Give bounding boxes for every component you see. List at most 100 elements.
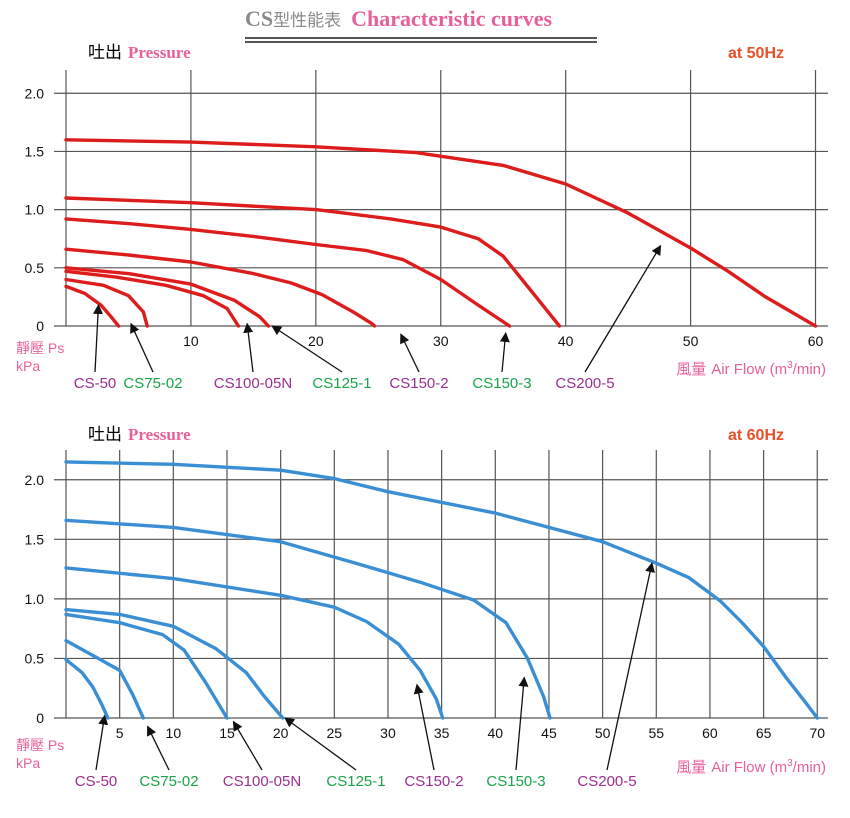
x-tick-label: 60 <box>808 333 824 349</box>
y-axis-title-en: Pressure <box>128 425 191 444</box>
title-english: Characteristic curves <box>351 6 553 31</box>
x-axis-title-en: Air Flow (m <box>711 759 787 776</box>
x-tick-label: 15 <box>219 725 235 741</box>
series-line-CS75-02 <box>64 638 145 720</box>
series-line-CS100-05N <box>64 269 241 328</box>
y-axis-title-cjk: 吐出 <box>88 43 122 63</box>
series-label: CS100-05N <box>223 773 301 790</box>
y-tick-label: 0 <box>36 318 44 334</box>
y-axis-title: 吐出 Pressure <box>88 43 191 63</box>
series-label: CS200-5 <box>555 375 614 392</box>
x-tick-label: 30 <box>380 725 396 741</box>
chart-60hz: 吐出 Pressure at 60Hz 0 0.5 1.0 1.5 2.0 5 10 15 20 25 3… <box>16 425 828 790</box>
y-axis-unit-label: kPa <box>16 755 40 771</box>
series-pointer-arrow <box>400 333 420 373</box>
series-label: CS200-5 <box>577 773 636 790</box>
x-tick-label: 45 <box>541 725 557 741</box>
y-axis-bottom-label: 靜壓 Ps <box>16 340 64 356</box>
series-pointer-arrow <box>271 325 343 373</box>
series-label: CS150-2 <box>389 375 448 392</box>
series-pointer-arrow <box>232 720 263 771</box>
x-tick-label: 70 <box>809 725 825 741</box>
x-tick-label: 40 <box>558 333 574 349</box>
x-tick-label: 50 <box>683 333 699 349</box>
y-tick-label: 0.5 <box>25 650 45 666</box>
chart-50hz: 吐出 Pressure at 50Hz 0 0.5 1.0 1.5 2.0 10 20 30 40 50… <box>16 43 828 392</box>
x-axis-title: 風量 Air Flow (m3/min) <box>676 360 826 378</box>
series-line-CS125-1 <box>64 266 271 328</box>
y-tick-label: 1.5 <box>25 143 45 159</box>
series-pointer-arrow <box>93 304 104 373</box>
series-label: CS-50 <box>75 773 118 790</box>
series-label: CS75-02 <box>123 375 182 392</box>
series-line-CS150-2 <box>64 566 445 720</box>
x-axis-title-cjk: 風量 <box>676 758 706 776</box>
series-label: CS125-1 <box>312 375 371 392</box>
series-pointer-arrow <box>284 717 357 771</box>
y-axis-title-en: Pressure <box>128 43 191 62</box>
x-axis-title-superscript: 3 <box>787 758 793 769</box>
x-tick-label: 30 <box>433 333 449 349</box>
x-tick-label: 25 <box>327 725 343 741</box>
series-pointer-arrow <box>515 676 529 771</box>
series-line-CS100-05N <box>64 612 229 720</box>
series-pointer-arrow <box>413 683 435 771</box>
y-axis-title-cjk: 吐出 <box>88 425 122 445</box>
series-pointer-arrow <box>499 331 510 373</box>
series-label: CS-50 <box>74 375 117 392</box>
y-tick-label: 0.5 <box>25 260 45 276</box>
x-axis-title: 風量 Air Flow (m3/min) <box>676 758 826 776</box>
x-axis-title-en: Air Flow (m <box>711 361 787 378</box>
series-label: CS100-05N <box>214 375 292 392</box>
series-pointer-arrow <box>243 322 254 373</box>
y-tick-label: 1.0 <box>25 591 45 607</box>
series-pointer-arrow <box>130 322 154 373</box>
series-line-CS150-3 <box>64 217 512 328</box>
series-label: CS75-02 <box>139 773 198 790</box>
series-label: CS150-2 <box>404 773 463 790</box>
x-axis-title-end: /min) <box>793 759 826 776</box>
series-line-CS200-5 <box>64 460 819 720</box>
series-label: CS150-3 <box>486 773 545 790</box>
y-tick-label: 0 <box>36 710 44 726</box>
x-tick-label: 60 <box>702 725 718 741</box>
y-tick-label: 1.0 <box>25 202 45 218</box>
x-tick-label: 20 <box>308 333 324 349</box>
x-axis-title-cjk: 風量 <box>676 360 706 378</box>
series-line-CS200-5 <box>64 196 562 328</box>
y-axis-unit-label: kPa <box>16 358 40 374</box>
x-axis-title-end: /min) <box>793 361 826 378</box>
title-underline-bottom <box>245 41 597 43</box>
y-axis-title: 吐出 Pressure <box>88 425 191 445</box>
series-label: CS150-3 <box>472 375 531 392</box>
series-pointer-arrow <box>146 725 170 771</box>
series-label: CS125-1 <box>326 773 385 790</box>
frequency-label: at 50Hz <box>728 45 784 62</box>
title-underline-top <box>245 37 597 39</box>
title-cjk: 型性能表 <box>273 11 342 31</box>
title-model-prefix: CS <box>245 6 274 31</box>
series-pointer-arrow <box>95 714 109 771</box>
series-line-CS125-1 <box>64 607 285 720</box>
series-line-CS-50 <box>64 284 121 328</box>
y-axis-bottom-label: 靜壓 Ps <box>16 737 64 753</box>
series-line-CS150-3 <box>64 518 552 720</box>
series-pointer-arrow <box>606 562 655 771</box>
x-tick-label: 20 <box>273 725 289 741</box>
y-tick-label: 2.0 <box>25 472 45 488</box>
x-tick-label: 5 <box>116 725 124 741</box>
x-tick-label: 10 <box>183 333 199 349</box>
series-line-CS75-02 <box>64 277 149 328</box>
series-line-CS-50 <box>64 657 110 720</box>
page-title: CS型性能表 Characteristic curves <box>245 6 597 43</box>
x-tick-label: 35 <box>434 725 450 741</box>
series-line-unlabeled <box>64 138 818 328</box>
x-tick-label: 10 <box>166 725 182 741</box>
series-line-CS150-2 <box>64 247 377 328</box>
x-tick-label: 65 <box>756 725 772 741</box>
series-pointer-arrow <box>584 244 662 373</box>
x-tick-label: 50 <box>595 725 611 741</box>
y-tick-label: 2.0 <box>25 85 45 101</box>
y-tick-label: 1.5 <box>25 531 45 547</box>
